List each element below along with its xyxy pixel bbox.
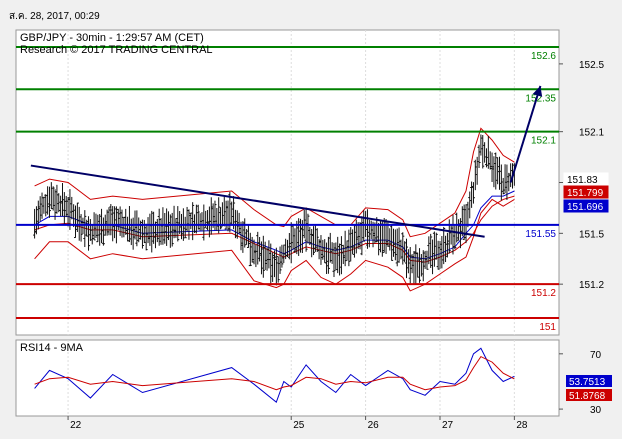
- x-tick-label: 22: [70, 420, 82, 431]
- projection-arrow-shaft: [509, 85, 542, 183]
- levels-layer: 152.6 152.35 152.1 151.55 151.2 151: [16, 45, 559, 333]
- rsi-marker-box: [566, 375, 612, 387]
- level-label-resistance: 152.35: [525, 93, 556, 104]
- rsi-marker-box: [566, 389, 612, 401]
- price-marker-label: 151.696: [567, 202, 604, 213]
- descending-trendline: [30, 164, 485, 238]
- rsi-title: RSI14 - 9MA: [20, 342, 83, 354]
- x-tick-label: 26: [368, 420, 380, 431]
- bollinger-lower-line: [34, 198, 515, 292]
- level-label-support: 151: [539, 322, 556, 333]
- chart-title-line2: Research © 2017 TRADING CENTRAL: [20, 44, 213, 56]
- rsi-tick-label: 70: [590, 350, 602, 361]
- price-tick-label: 151.5: [579, 229, 604, 240]
- x-tick-label: 28: [516, 420, 528, 431]
- chart-title-line1: GBP/JPY - 30min - 1:29:57 AM (CET): [20, 32, 204, 44]
- price-tick-label: 151.2: [579, 280, 604, 291]
- price-marker-box: [563, 172, 609, 186]
- rsi-ma-line: [34, 355, 515, 391]
- level-label-pivot: 151.55: [525, 229, 556, 240]
- rsi-marker-label: 53.7513: [569, 377, 606, 388]
- axis-layer: 2225262728151.2151.5151.8152.1152.530701…: [67, 60, 612, 431]
- series-layer: [33, 127, 516, 404]
- rsi-tick-label: 30: [590, 405, 602, 416]
- price-bars: [33, 134, 516, 286]
- price-tick-label: 152.1: [579, 128, 604, 139]
- date-bar: ส.ค. 28, 2017, 00:29: [0, 0, 622, 22]
- rsi-pane: [15, 339, 560, 417]
- price-tick-label: 152.5: [579, 60, 604, 71]
- date-label: ส.ค. 28, 2017, 00:29: [9, 11, 100, 22]
- level-label-support: 151.2: [531, 288, 556, 299]
- price-marker-box: [563, 199, 609, 213]
- x-tick-label: 27: [442, 420, 454, 431]
- x-tick-label: 25: [293, 420, 305, 431]
- price-marker-label: 151.83: [567, 175, 598, 186]
- rsi-marker-label: 51.8768: [569, 391, 606, 402]
- level-label-resistance: 152.6: [531, 51, 556, 62]
- level-label-resistance: 152.1: [531, 136, 556, 147]
- price-marker-box: [563, 185, 609, 199]
- price-marker-label: 151.799: [567, 188, 604, 199]
- projection-arrow-head: [532, 85, 543, 97]
